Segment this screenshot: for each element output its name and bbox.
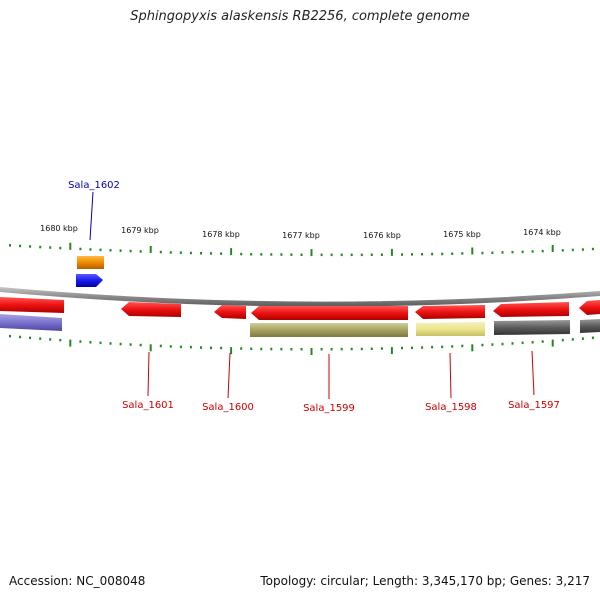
leader-sala-1598 xyxy=(449,352,452,399)
scale-label: 1677 kbp xyxy=(282,231,320,240)
gene-sala-1600-arrow[interactable] xyxy=(214,305,246,319)
scale-label: 1680 kbp xyxy=(40,224,78,233)
gene-sala-1599-arrow[interactable] xyxy=(251,306,408,320)
gene-orange-block[interactable] xyxy=(77,256,104,269)
gene-sala-1598-arrow[interactable] xyxy=(415,305,485,319)
gene-labels: Sala_1602 Sala_1601 Sala_1600 Sala_1599 … xyxy=(68,180,560,414)
leader-sala-1602 xyxy=(89,191,94,241)
feature-track xyxy=(0,314,600,337)
feature-olive-block[interactable] xyxy=(250,323,408,337)
gene-sala-1597-arrow[interactable] xyxy=(493,302,569,317)
gene-label-sala-1600[interactable]: Sala_1600 xyxy=(202,402,254,413)
feature-grey-block-right[interactable] xyxy=(580,319,600,333)
scale-label: 1675 kbp xyxy=(443,230,481,239)
feature-yellow-block[interactable] xyxy=(416,322,485,336)
scale-label: 1678 kbp xyxy=(202,230,240,239)
leader-sala-1601 xyxy=(147,351,150,397)
genome-backbone xyxy=(0,287,600,307)
forward-strand-genes xyxy=(76,256,104,287)
outer-tick-ruler xyxy=(9,242,594,257)
gene-left-partial[interactable] xyxy=(0,297,64,313)
leader-sala-1597 xyxy=(531,350,535,396)
label-leader-lines xyxy=(89,191,535,399)
gene-right-partial[interactable] xyxy=(579,300,600,315)
gene-sala-1601-arrow[interactable] xyxy=(121,302,181,317)
gene-label-sala-1602[interactable]: Sala_1602 xyxy=(68,180,120,191)
feature-lavender-block[interactable] xyxy=(0,314,62,331)
scale-label: 1674 kbp xyxy=(523,228,561,237)
topology-text: Topology: circular; Length: 3,345,170 bp… xyxy=(260,574,590,588)
accession-text: Accession: NC_008048 xyxy=(9,574,146,588)
scale-label: 1676 kbp xyxy=(363,231,401,240)
inner-tick-ruler xyxy=(9,334,594,355)
gene-label-sala-1601[interactable]: Sala_1601 xyxy=(122,400,174,411)
map-title: Sphingopyxis alaskensis RB2256, complete… xyxy=(130,9,470,24)
gene-label-sala-1598[interactable]: Sala_1598 xyxy=(425,402,477,413)
feature-grey-block[interactable] xyxy=(494,320,570,335)
gene-label-sala-1599[interactable]: Sala_1599 xyxy=(303,403,355,414)
gene-sala-1602-arrow[interactable] xyxy=(76,274,103,287)
reverse-strand-genes xyxy=(0,297,600,320)
scale-label: 1679 kbp xyxy=(121,226,159,235)
gene-label-sala-1597[interactable]: Sala_1597 xyxy=(508,400,560,411)
leader-sala-1600 xyxy=(227,352,231,399)
scale-labels: 1680 kbp 1679 kbp 1678 kbp 1677 kbp 1676… xyxy=(40,224,561,240)
